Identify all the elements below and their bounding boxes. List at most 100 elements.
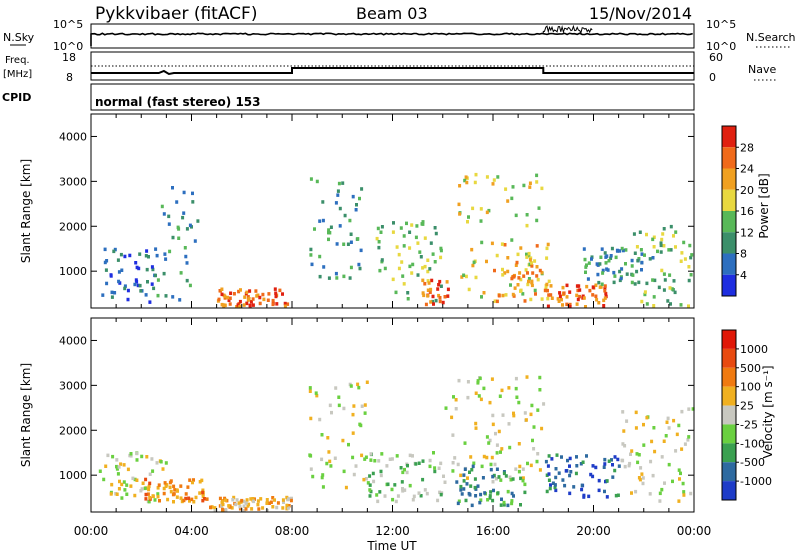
data-cell bbox=[428, 267, 432, 271]
data-cell bbox=[468, 470, 471, 474]
data-cell bbox=[530, 261, 533, 265]
data-cell bbox=[151, 267, 155, 272]
data-cell bbox=[547, 472, 551, 476]
data-cell bbox=[538, 468, 542, 472]
data-cell bbox=[645, 415, 649, 420]
data-cell bbox=[639, 466, 643, 470]
data-cell bbox=[400, 260, 404, 264]
data-cell bbox=[538, 268, 542, 273]
data-cell bbox=[315, 179, 319, 184]
data-cell bbox=[265, 501, 269, 505]
data-cell bbox=[502, 471, 506, 476]
data-cell bbox=[358, 196, 361, 201]
data-cell bbox=[495, 451, 499, 455]
data-cell bbox=[466, 476, 469, 480]
data-cell bbox=[653, 449, 657, 454]
data-cell bbox=[117, 270, 121, 274]
data-cell bbox=[667, 426, 671, 430]
data-cell bbox=[379, 230, 383, 234]
data-cell bbox=[500, 497, 503, 501]
data-cell bbox=[275, 505, 279, 510]
cpid-panel: CPID normal (fast stereo) 153 bbox=[2, 83, 695, 111]
data-cell bbox=[169, 489, 173, 494]
data-cell bbox=[508, 475, 512, 479]
data-cell bbox=[438, 490, 442, 495]
data-cell bbox=[360, 187, 364, 191]
data-cell bbox=[366, 481, 370, 485]
data-cell bbox=[497, 294, 501, 298]
data-cell bbox=[252, 499, 256, 504]
data-cell bbox=[394, 499, 398, 504]
data-cell bbox=[105, 281, 109, 286]
data-cell bbox=[283, 304, 287, 308]
data-cell bbox=[640, 299, 644, 304]
data-cell bbox=[457, 202, 461, 207]
data-cell bbox=[518, 271, 522, 275]
data-cell bbox=[403, 467, 406, 472]
data-cell bbox=[547, 293, 551, 297]
data-cell bbox=[411, 454, 414, 458]
data-cell bbox=[464, 175, 468, 179]
colorbar-segment bbox=[722, 232, 736, 254]
data-cell bbox=[117, 487, 121, 491]
date-title: 15/Nov/2014 bbox=[589, 4, 692, 23]
data-cell bbox=[352, 472, 356, 477]
data-cell bbox=[257, 507, 261, 511]
data-cell bbox=[160, 204, 164, 209]
data-cell bbox=[555, 453, 559, 457]
data-cell bbox=[509, 283, 512, 287]
data-cell bbox=[660, 237, 664, 242]
data-cell bbox=[674, 449, 678, 453]
data-cell bbox=[185, 261, 189, 265]
power-colorbar: 4 8 12 16 20 24 28 bbox=[721, 125, 754, 297]
data-cell bbox=[380, 258, 384, 262]
data-cell bbox=[523, 482, 527, 487]
data-cell bbox=[497, 429, 501, 434]
data-cell bbox=[621, 410, 625, 414]
data-cell bbox=[643, 292, 647, 297]
data-cell bbox=[611, 475, 615, 479]
data-cell bbox=[659, 243, 663, 248]
data-cell bbox=[635, 245, 639, 249]
data-cell bbox=[546, 242, 550, 247]
time-tick-label: 20:00 bbox=[576, 524, 611, 538]
colorbar-segment bbox=[722, 189, 736, 211]
data-cell bbox=[245, 301, 249, 306]
data-cell bbox=[379, 473, 383, 478]
data-cell bbox=[509, 478, 513, 482]
data-cell bbox=[548, 486, 552, 491]
data-cell bbox=[117, 465, 121, 469]
data-cell bbox=[682, 240, 686, 245]
data-cell bbox=[530, 279, 534, 284]
data-cell bbox=[267, 501, 271, 505]
data-cell bbox=[137, 266, 141, 271]
data-cell bbox=[465, 482, 469, 486]
data-cell bbox=[561, 303, 564, 307]
data-cell bbox=[495, 443, 499, 447]
data-cell bbox=[224, 498, 228, 502]
data-cell bbox=[181, 215, 185, 220]
data-cell bbox=[514, 467, 518, 471]
data-cell bbox=[362, 477, 366, 482]
data-cell bbox=[320, 457, 324, 462]
data-cell bbox=[178, 298, 182, 302]
colorbar-segment bbox=[722, 126, 736, 148]
data-cell bbox=[442, 474, 445, 478]
data-cell bbox=[591, 464, 595, 468]
data-cell bbox=[236, 303, 240, 307]
data-cell bbox=[123, 286, 127, 291]
data-cell bbox=[511, 477, 515, 481]
data-cell bbox=[415, 224, 419, 228]
data-cell bbox=[135, 458, 139, 462]
data-cell bbox=[416, 241, 420, 245]
data-cell bbox=[679, 471, 682, 476]
data-cell bbox=[478, 500, 482, 505]
data-cell bbox=[438, 296, 442, 300]
data-cell bbox=[120, 268, 124, 272]
data-cell bbox=[546, 464, 550, 468]
data-cell bbox=[489, 490, 493, 494]
data-cell bbox=[187, 496, 191, 500]
data-cell bbox=[523, 299, 527, 303]
data-cell bbox=[246, 295, 250, 299]
